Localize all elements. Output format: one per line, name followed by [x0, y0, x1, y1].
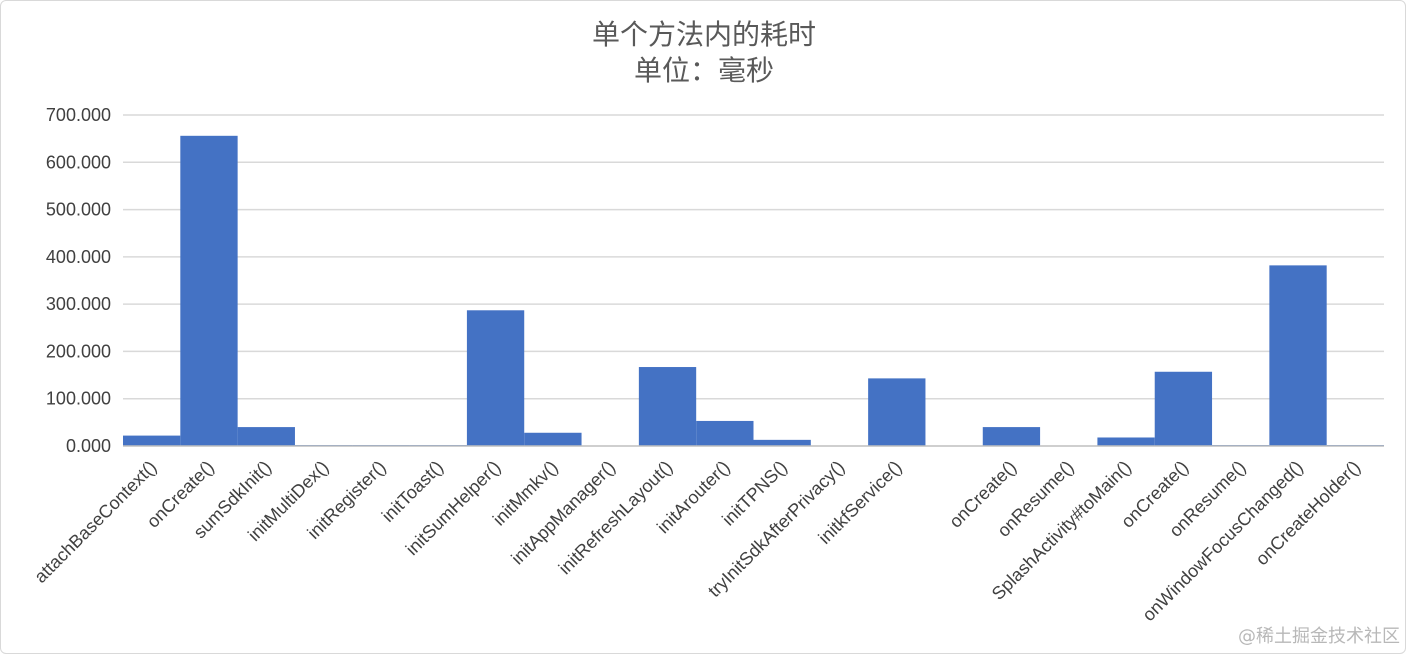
chart-title: 单个方法内的耗时: [592, 18, 816, 51]
y-tick-label: 700.000: [46, 105, 111, 125]
bar: [237, 427, 295, 446]
bar: [696, 420, 754, 446]
watermark-text: @稀土掘金技术社区: [1238, 626, 1400, 647]
y-tick-label: 200.000: [46, 341, 111, 361]
bar: [1269, 265, 1327, 446]
y-axis-ticks: 0.000 100.000 200.000 300.000 400.000 500.000…: [46, 105, 111, 456]
x-axis-labels: attachBaseContext()onCreate()sumSdkInit(…: [30, 457, 1364, 625]
bar: [1154, 371, 1213, 446]
y-tick-label: 400.000: [46, 247, 111, 267]
bar: [982, 427, 1041, 446]
bar: [466, 310, 525, 446]
bar: [753, 439, 811, 446]
x-tick-label: attachBaseContext(): [30, 457, 160, 587]
y-tick-label: 0.000: [66, 436, 111, 456]
bars: [123, 135, 1384, 446]
x-tick-label: initAppManager(): [507, 457, 619, 569]
grid-lines: [123, 114, 1384, 400]
y-tick-label: 100.000: [46, 389, 111, 409]
bar: [638, 367, 697, 446]
bar: [180, 135, 238, 446]
bar: [524, 432, 582, 446]
chart-subtitle: 单位：毫秒: [634, 54, 774, 87]
y-tick-label: 300.000: [46, 294, 111, 314]
bar: [868, 378, 926, 446]
bar: [1097, 437, 1155, 446]
x-tick-label: onCreateHolder(): [1252, 457, 1364, 569]
bar: [123, 435, 181, 446]
y-tick-label: 600.000: [46, 152, 111, 172]
y-tick-label: 500.000: [46, 200, 111, 220]
